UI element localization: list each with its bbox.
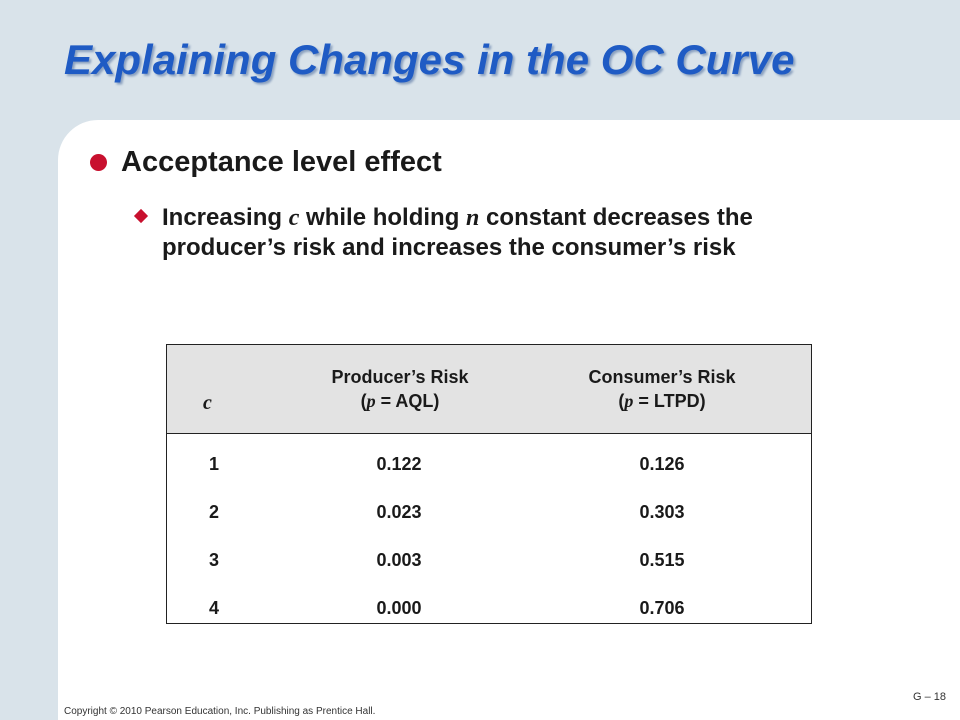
bullet-diamond-icon	[133, 208, 149, 224]
header-producers-risk-sub: (p = AQL)	[285, 389, 515, 413]
sub-bullet-increasing-c: Increasing c while holding n constant de…	[133, 203, 776, 263]
cell-producer: 0.122	[376, 454, 422, 474]
bullet-1-text: Acceptance level effect	[121, 146, 442, 178]
header-producers-var: p	[366, 391, 376, 411]
bullet-dot-icon	[90, 154, 107, 171]
risk-table: c Producer’s Risk (p = AQL) Consumer’s R…	[166, 344, 812, 624]
cell-c: 3	[208, 550, 219, 570]
header-consumers-open: (	[618, 391, 625, 411]
footer-page-number: G – 18	[912, 691, 946, 703]
variable-n: n	[466, 205, 480, 231]
cell-producer: 0.003	[376, 550, 422, 570]
cell-producer: 0.000	[376, 598, 422, 618]
header-consumers-risk-sub: (p = LTPD)	[547, 389, 777, 413]
cell-c: 2	[208, 502, 219, 522]
table-row: 4 0.000 0.706	[167, 584, 811, 632]
cell-consumer: 0.706	[639, 598, 685, 618]
table-row: 2 0.023 0.303	[167, 488, 811, 536]
cell-consumer: 0.303	[639, 502, 685, 522]
sub-bullet-part1: Increasing	[162, 204, 289, 231]
slide-title: Explaining Changes in the OC Curve	[64, 36, 795, 83]
table-row: 1 0.122 0.126	[167, 440, 811, 488]
cell-c: 4	[208, 598, 219, 618]
table-row: 3 0.003 0.515	[167, 536, 811, 584]
footer-copyright: Copyright © 2010 Pearson Education, Inc.…	[64, 706, 376, 717]
cell-c: 1	[208, 454, 219, 474]
header-consumers-risk-label: Consumer’s Risk	[588, 367, 736, 387]
header-producers-rest: = AQL)	[375, 391, 440, 411]
header-consumers-risk: Consumer’s Risk (p = LTPD)	[547, 365, 777, 413]
table-body: 1 0.122 0.126 2 0.023 0.303 3 0.003 0.51…	[167, 434, 811, 632]
bullet-acceptance-level: Acceptance level effect	[90, 146, 442, 179]
cell-consumer: 0.515	[639, 550, 685, 570]
sub-bullet-part2: while holding	[299, 204, 467, 231]
header-consumers-var: p	[624, 391, 634, 411]
table-header: c Producer’s Risk (p = AQL) Consumer’s R…	[167, 345, 811, 434]
header-c: c	[203, 392, 212, 414]
sub-bullet-part3: constant decreases the producer’s risk a…	[162, 204, 753, 261]
cell-consumer: 0.126	[639, 454, 685, 474]
cell-producer: 0.023	[376, 502, 422, 522]
header-producers-open: (	[360, 391, 367, 411]
header-producers-risk-label: Producer’s Risk	[331, 367, 469, 387]
header-consumers-rest: = LTPD)	[633, 391, 706, 411]
header-producers-risk: Producer’s Risk (p = AQL)	[285, 365, 515, 413]
sub-bullet-text: Increasing c while holding n constant de…	[162, 203, 776, 263]
variable-c: c	[288, 205, 300, 231]
